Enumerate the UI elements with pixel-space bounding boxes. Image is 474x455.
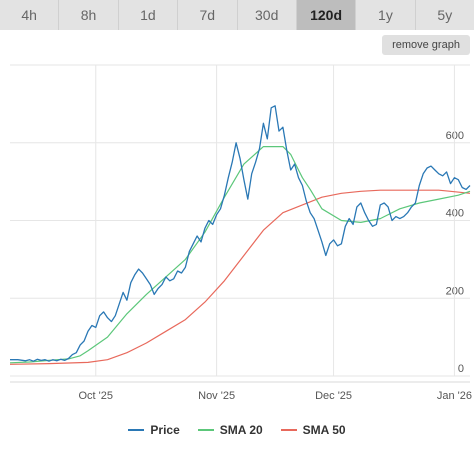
legend-swatch (197, 429, 214, 431)
y-tick-label: 0 (458, 363, 464, 375)
x-tick-label: Nov '25 (198, 390, 235, 402)
tab-5y[interactable]: 5y (415, 0, 474, 30)
legend-item-price[interactable]: Price (128, 423, 180, 437)
tab-7d[interactable]: 7d (178, 0, 238, 30)
x-tick-label: Dec '25 (315, 390, 352, 402)
series-line-sma-20 (9, 145, 471, 364)
x-tick-label: Jan '26 (437, 390, 472, 402)
remove-graph-button[interactable]: remove graph (382, 35, 470, 55)
legend-label: SMA 50 (302, 423, 346, 437)
timeframe-tabs: 4h 8h 1d 7d 30d 120d 1y 5y (0, 0, 474, 30)
legend-item-sma-50[interactable]: SMA 50 (280, 423, 346, 437)
legend-swatch (280, 429, 297, 431)
tab-1d[interactable]: 1d (118, 0, 179, 30)
legend-swatch (128, 429, 145, 431)
series-line-sma-50 (9, 189, 471, 365)
legend-label: SMA 20 (219, 423, 263, 437)
tab-1y[interactable]: 1y (356, 0, 416, 30)
x-tick-label: Oct '25 (79, 390, 114, 402)
tab-8h[interactable]: 8h (59, 0, 119, 30)
legend-label: Price (150, 423, 180, 437)
chart-legend: Price SMA 20 SMA 50 (0, 420, 474, 440)
tab-30d[interactable]: 30d (237, 0, 297, 30)
legend-item-sma-20[interactable]: SMA 20 (197, 423, 263, 437)
tab-4h[interactable]: 4h (0, 0, 60, 30)
tab-120d[interactable]: 120d (296, 0, 357, 30)
series-line-price (10, 105, 471, 362)
